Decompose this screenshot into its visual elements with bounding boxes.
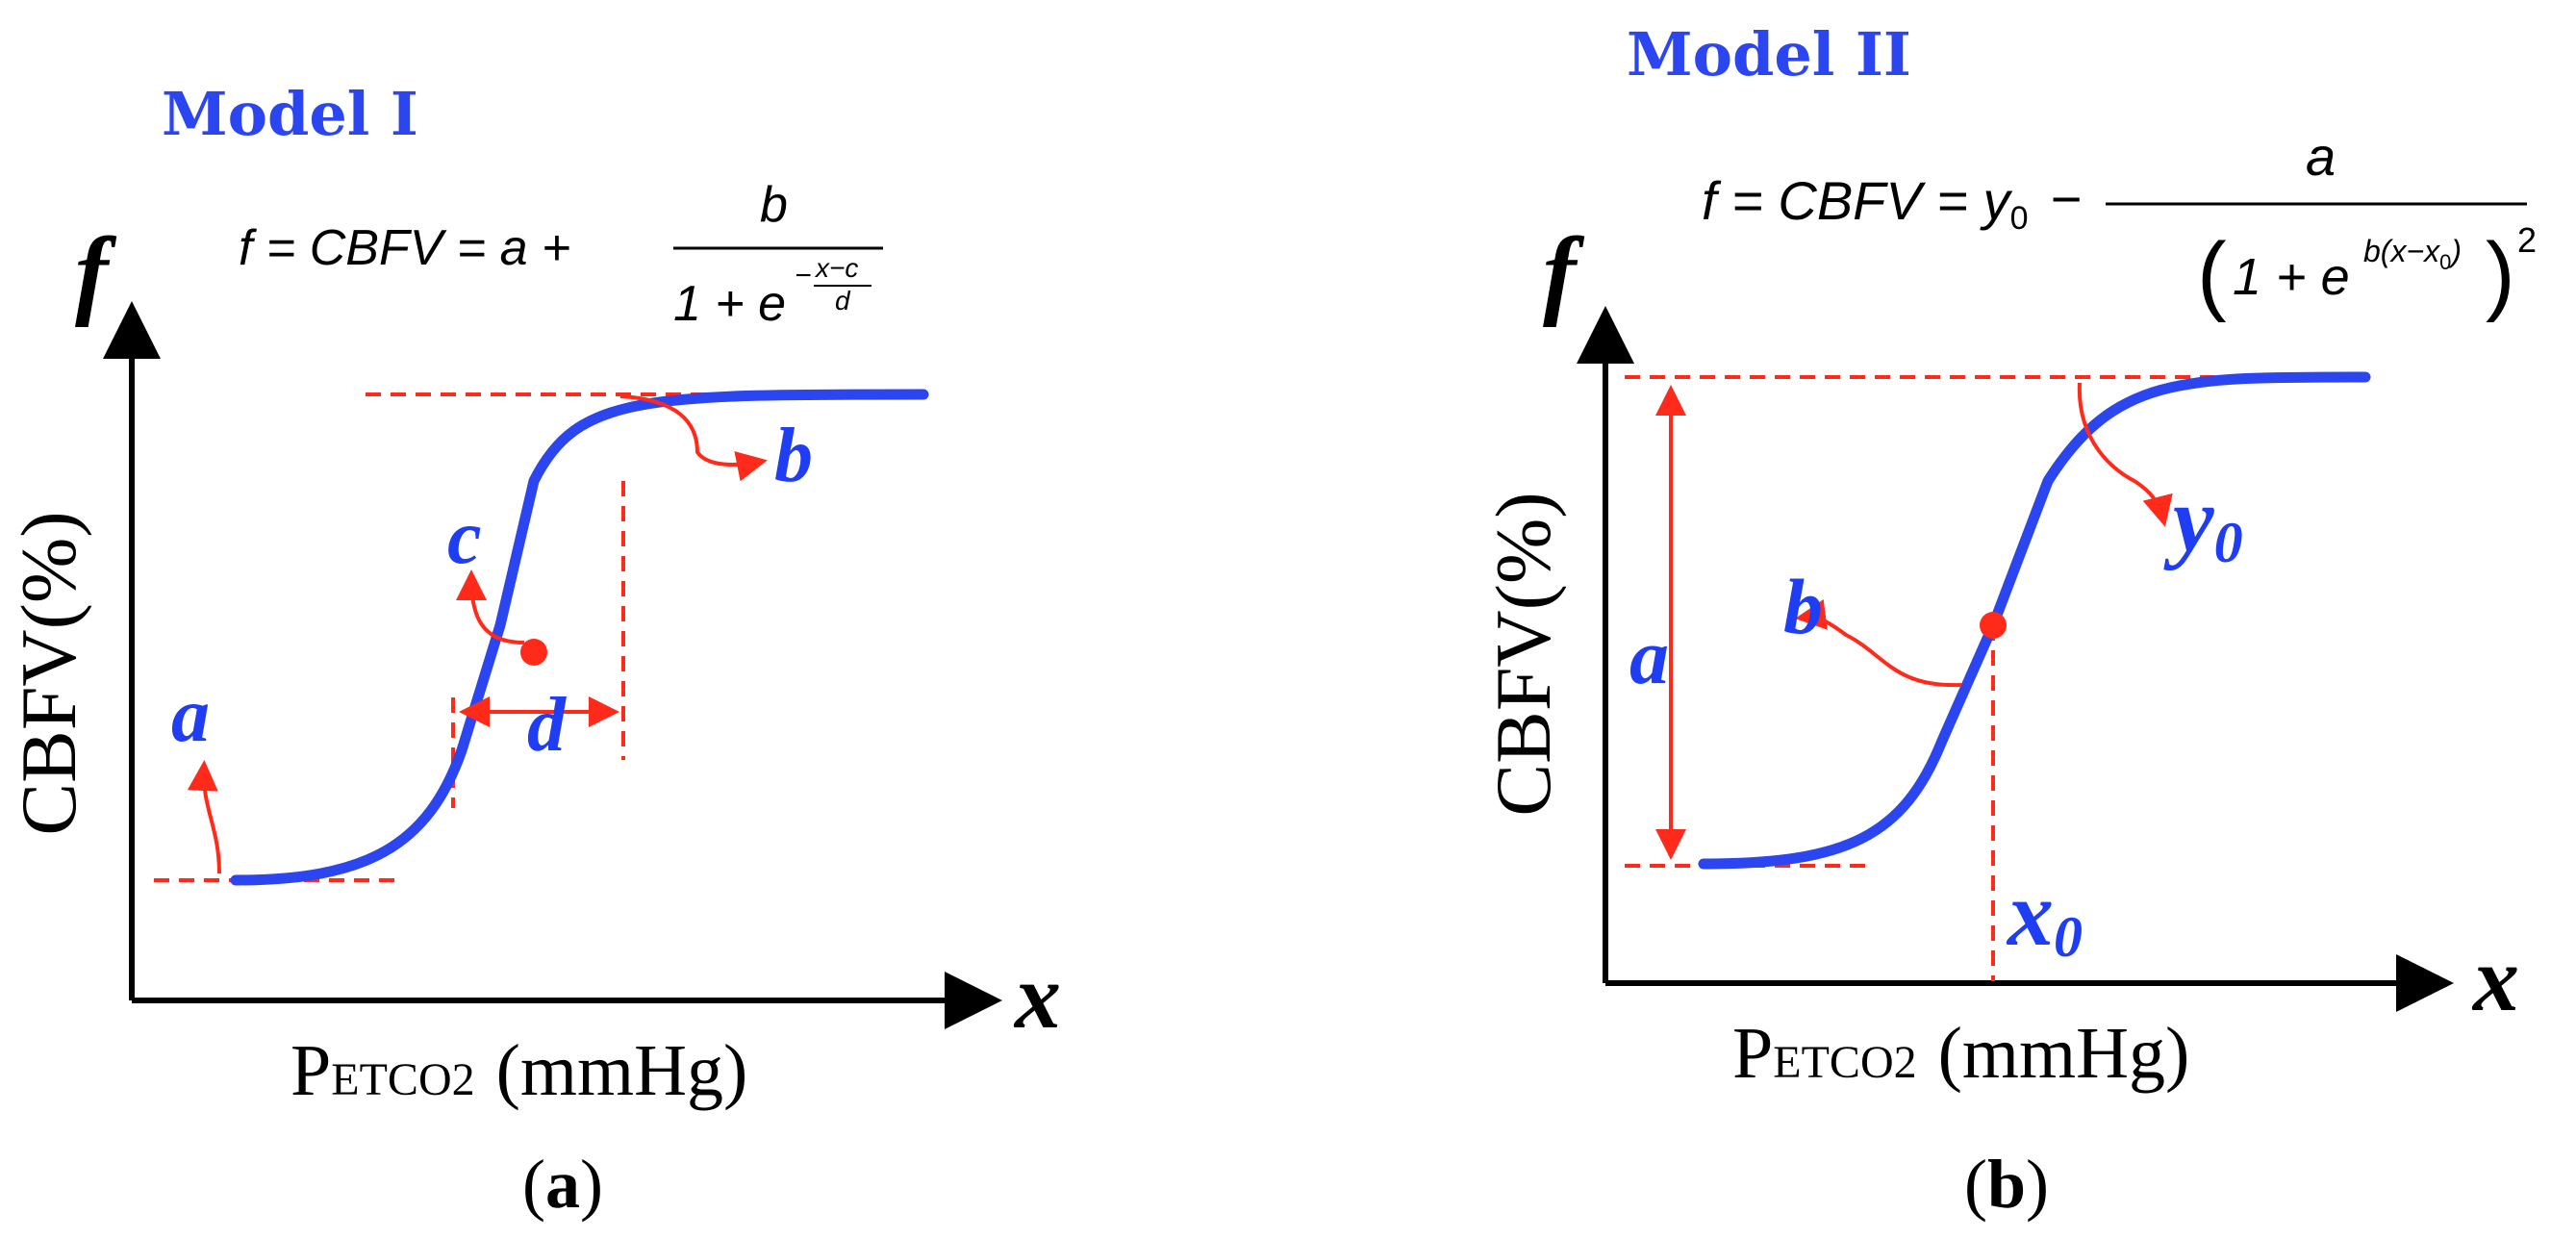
arrow-a: [187, 760, 221, 874]
param-d-label: d: [527, 683, 567, 768]
formula-close-paren: ): [2486, 225, 2515, 323]
formula-exponent: b(x−x0): [2363, 234, 2462, 274]
formula-minus: −: [2050, 168, 2082, 229]
x-axis-symbol: x: [2471, 927, 2519, 1030]
param-c-label: c: [447, 495, 482, 580]
param-a-label: a: [1629, 613, 1669, 700]
formula-exponent-sign: −: [795, 260, 812, 291]
panel-model-2: Model II f = CBFV = y0 − a ( 1 + e b(x−x…: [1288, 0, 2576, 1239]
model-1-title: Model I: [162, 79, 418, 149]
formula-lhs: f = CBFV = a +: [239, 220, 570, 276]
x-axis-label: PETCO2 (mmHg): [1732, 1013, 2189, 1094]
y-axis-symbol: f: [75, 217, 117, 328]
model-1-diagram: Model I f = CBFV = a + b 1 + e − x−c d f…: [5, 79, 1061, 1223]
sigmoid-curve: [230, 389, 929, 886]
caption-b: (b): [1964, 1146, 2049, 1223]
param-a-label: a: [171, 673, 210, 758]
inflection-point-x0: [1980, 612, 2007, 639]
param-b-label: b: [1783, 563, 1823, 650]
model-2-formula: f = CBFV = y0 − a ( 1 + e b(x−x0) ) 2: [1702, 126, 2537, 323]
formula-open-paren: (: [2197, 225, 2227, 323]
formula-denominator: 1 + e: [673, 276, 786, 332]
inflection-point-c: [520, 639, 547, 666]
arrow-b: [619, 394, 768, 482]
x-axis-label: PETCO2 (mmHg): [290, 1030, 747, 1111]
arrow-b: [1795, 598, 1962, 688]
model-2-guides: [1625, 375, 2365, 981]
formula-denominator: 1 + e: [2233, 248, 2350, 306]
arrow-y0: [2077, 382, 2173, 527]
y-axis-label: CBFV(%): [5, 511, 92, 835]
y-axis-symbol: f: [1543, 217, 1585, 328]
model-2-diagram: Model II f = CBFV = y0 − a ( 1 + e b(x−x…: [1479, 19, 2537, 1223]
model-1-formula: f = CBFV = a + b 1 + e − x−c d: [239, 177, 883, 332]
arrow-c: [456, 569, 525, 645]
formula-lhs: f = CBFV = y0: [1702, 170, 2028, 237]
model-2-arrows: [1795, 382, 2173, 688]
param-b-label: b: [774, 414, 813, 498]
param-x0-label: x0: [2006, 862, 2083, 969]
formula-power: 2: [2517, 220, 2537, 260]
caption-a: (a): [522, 1146, 603, 1223]
param-y0-label: y0: [2163, 468, 2243, 574]
model-1-arrows: [187, 394, 768, 874]
sigmoid-curve: [1698, 371, 2371, 870]
model-2-title: Model II: [1627, 19, 1911, 89]
panel-model-1: Model I f = CBFV = a + b 1 + e − x−c d f…: [5, 79, 1061, 1223]
x-axis-symbol: x: [1013, 945, 1061, 1048]
y-axis-label: CBFV(%): [1479, 492, 1567, 816]
formula-exponent-num: x−c: [814, 253, 858, 283]
formula-exponent-den: d: [835, 286, 851, 316]
formula-numerator: a: [2306, 126, 2336, 187]
formula-numerator: b: [760, 177, 788, 233]
